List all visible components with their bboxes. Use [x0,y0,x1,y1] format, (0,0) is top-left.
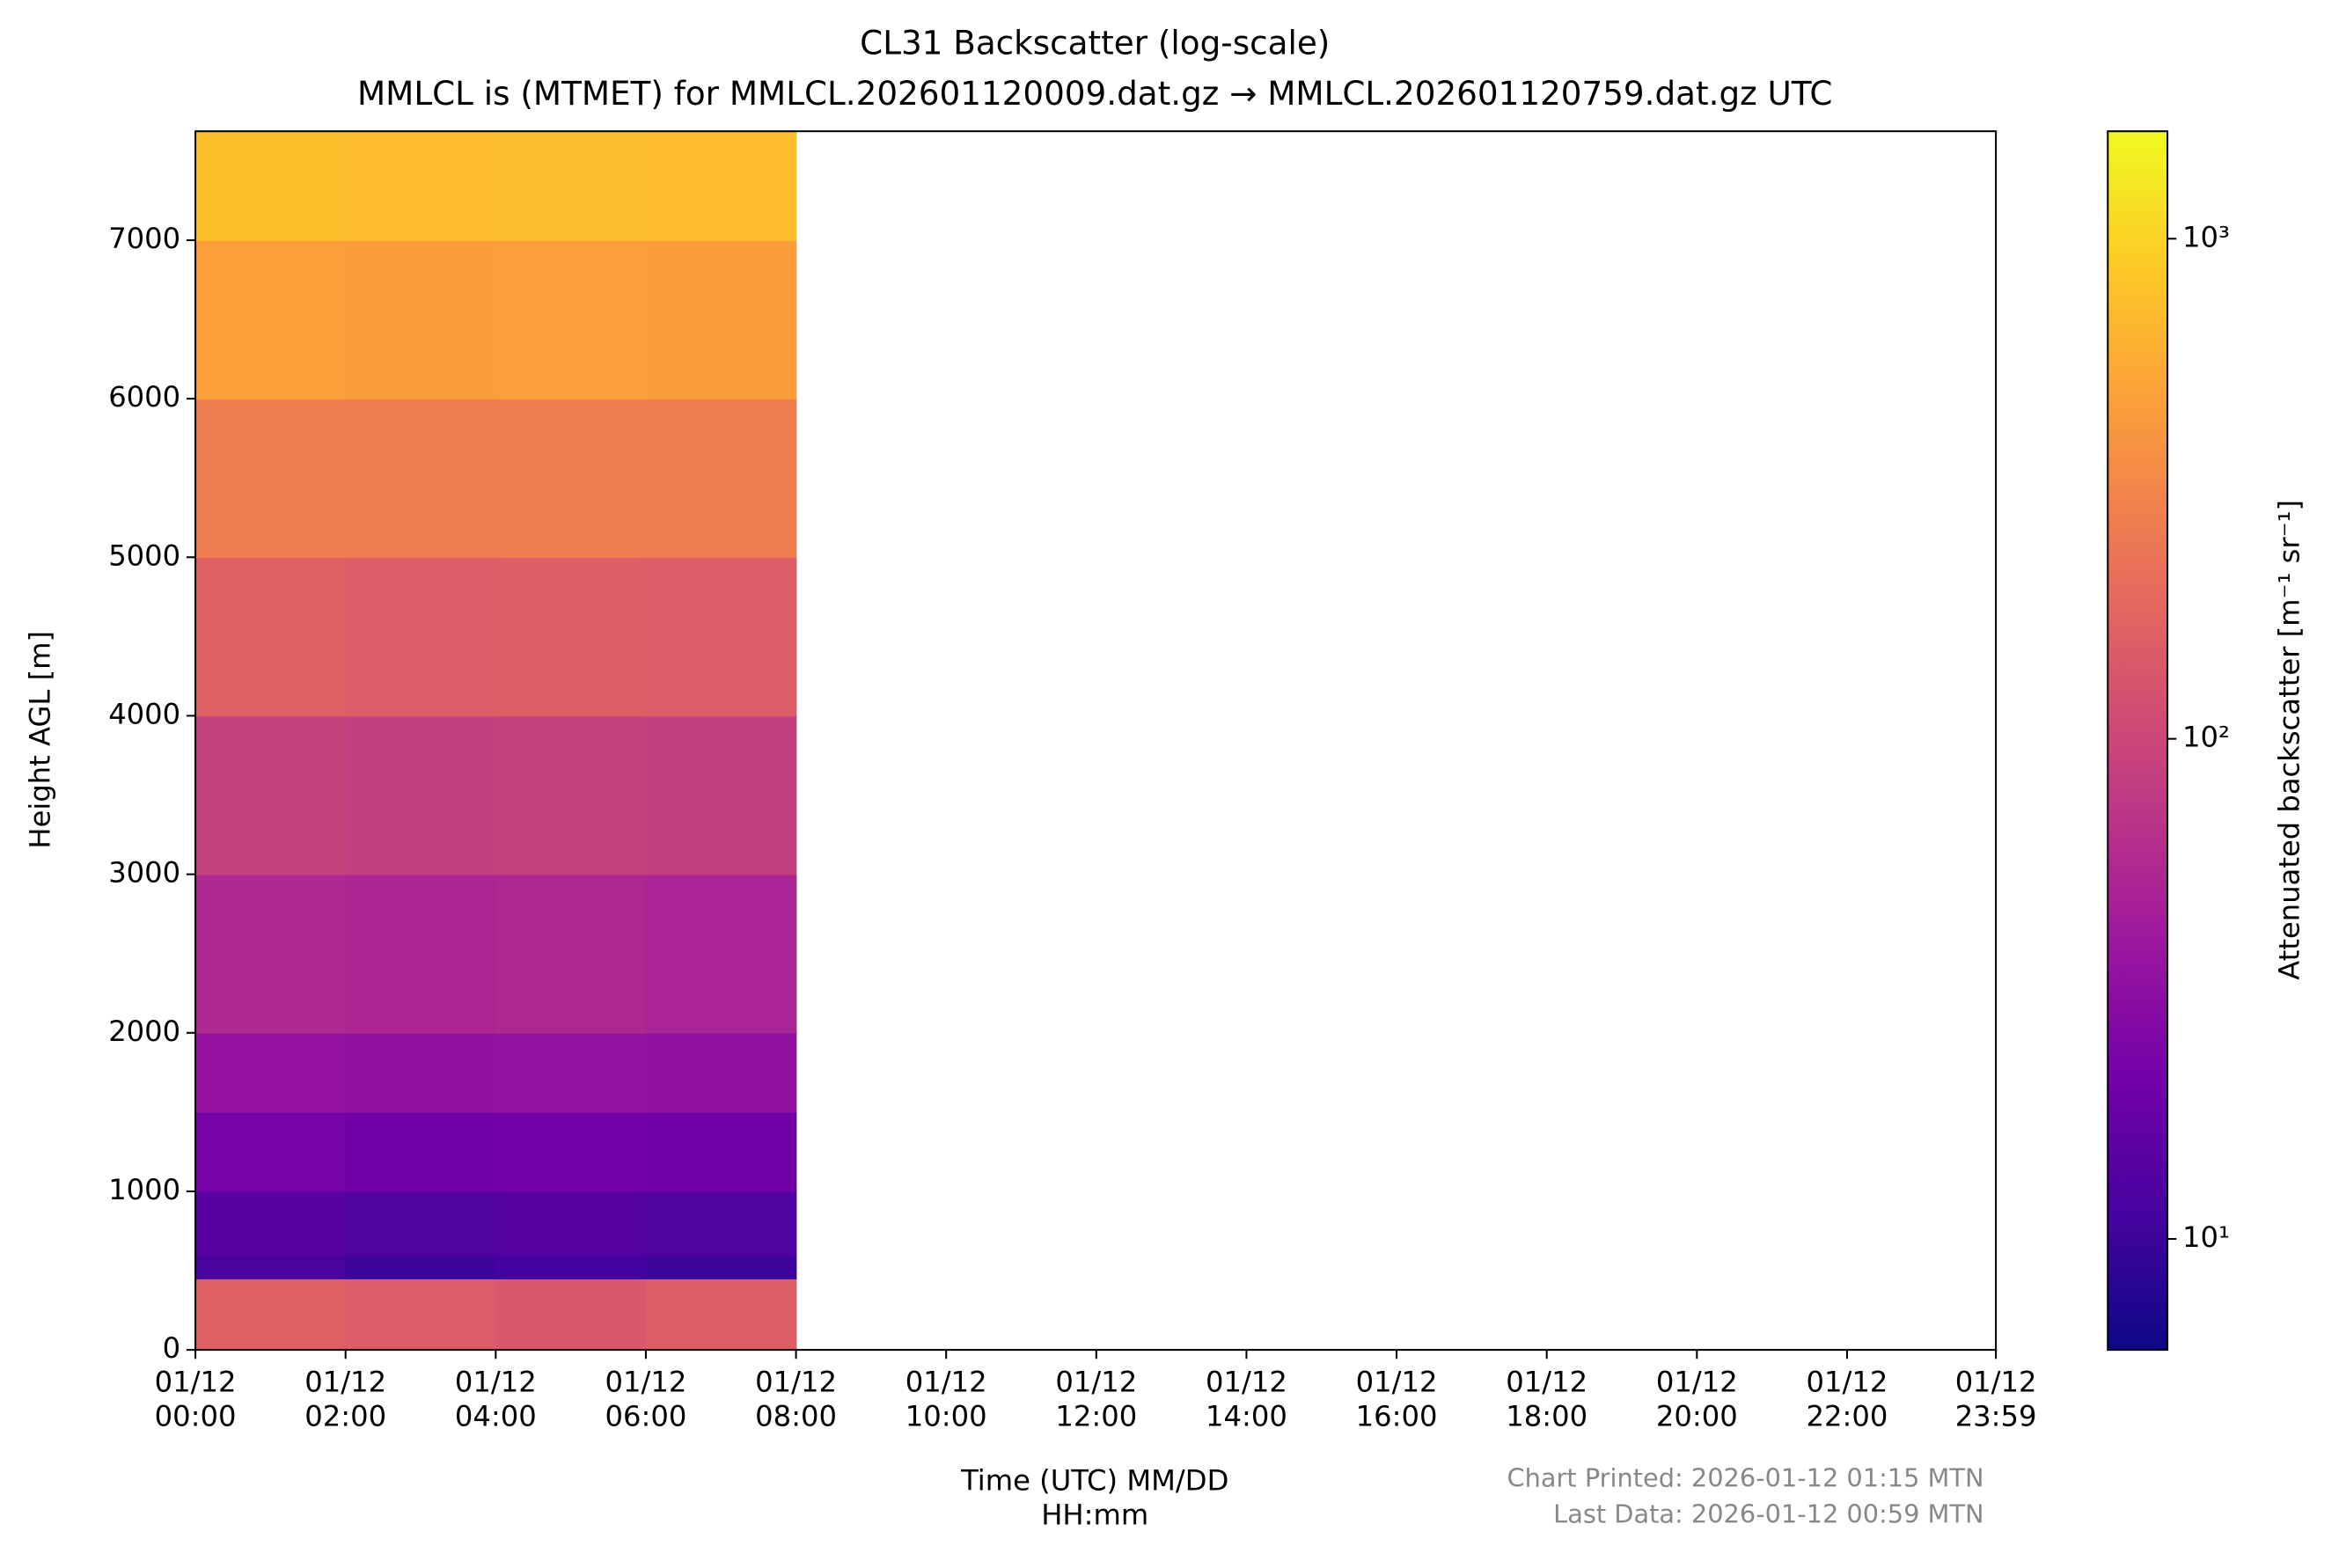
heatmap-cell [195,399,347,559]
chart-title: CL31 Backscatter (log-scale) [860,23,1330,62]
heatmap-cell [345,715,497,876]
heatmap-cell [195,1191,347,1256]
x-tick-label: 01/12 12:00 [1055,1366,1138,1434]
y-tick-label: 4000 [108,697,180,730]
footer-printed: Chart Printed: 2026-01-12 01:15 MTN [1507,1463,1984,1493]
x-tick-label: 01/12 16:00 [1355,1366,1438,1434]
heatmap-cell [645,1255,797,1279]
y-tick-label: 6000 [108,380,180,414]
heatmap-cell [345,1255,497,1279]
y-tick-label: 3000 [108,856,180,890]
y-tick-label: 7000 [108,222,180,255]
heatmap-cell [195,1032,347,1113]
heatmap-cell [345,399,497,559]
y-tick-label: 5000 [108,539,180,572]
colorbar-tick-label: 10¹ [2182,1220,2230,1254]
x-tick-label: 01/12 23:59 [1954,1366,2037,1434]
heatmap-cell [195,1279,347,1351]
heatmap-cell [645,715,797,876]
x-tick-label: 01/12 08:00 [755,1366,837,1434]
heatmap-cell [495,131,647,241]
heatmap-cell [345,1032,497,1113]
heatmap-cell [645,1191,797,1256]
heatmap-cell [345,874,497,1034]
heatmap-cell [645,557,797,717]
heatmap-cell [645,239,797,399]
heatmap-cell [495,1255,647,1279]
colorbar-tick-label: 10³ [2182,220,2230,253]
x-axis-label: Time (UTC) MM/DD HH:mm [961,1464,1229,1532]
heatmap-cell [495,239,647,399]
heatmap-cell [195,715,347,876]
heatmap-cell [345,1111,497,1192]
x-tick-label: 01/12 06:00 [605,1366,687,1434]
heatmap-cell [195,239,347,399]
colorbar-tick-label: 10² [2182,721,2230,754]
heatmap-cell [495,1279,647,1351]
heatmap-cell [495,399,647,559]
x-tick-label: 01/12 02:00 [304,1366,387,1434]
heatmap-cell [495,1191,647,1256]
y-tick-label: 0 [163,1331,180,1365]
x-tick-label: 01/12 14:00 [1206,1366,1287,1434]
heatmap-cell [495,715,647,876]
y-tick-label: 2000 [108,1015,180,1048]
heatmap-cell [495,1032,647,1113]
heatmap-cell [645,399,797,559]
footer-last-data: Last Data: 2026-01-12 00:59 MTN [1553,1498,1983,1528]
heatmap-cell [345,1191,497,1256]
y-axis-label: Height AGL [m] [23,631,56,849]
heatmap-cell [345,239,497,399]
x-tick-label: 01/12 10:00 [905,1366,987,1434]
heatmap-cell [195,874,347,1034]
x-tick-label: 01/12 00:00 [154,1366,237,1434]
heatmap-cell [345,131,497,241]
heatmap-cell [645,1032,797,1113]
y-tick-label: 1000 [108,1173,180,1206]
heatmap-cell [495,874,647,1034]
heatmap-cell [195,1111,347,1192]
chart-subtitle: MMLCL is (MTMET) for MMLCL.202601120009.… [357,74,1832,113]
x-tick-label: 01/12 18:00 [1506,1366,1588,1434]
colorbar-label: Attenuated backscatter [m⁻¹ sr⁻¹] [2273,500,2306,980]
heatmap-cell [195,131,347,241]
x-tick-label: 01/12 04:00 [454,1366,537,1434]
heatmap-cell [495,1111,647,1192]
heatmap-cell [345,557,497,717]
heatmap-cell [495,557,647,717]
heatmap-cell [195,1255,347,1279]
heatmap-cell [645,1111,797,1192]
x-tick-label: 01/12 20:00 [1655,1366,1738,1434]
heatmap-cell [645,131,797,241]
colorbar [2107,130,2169,1352]
heatmap-cell [195,557,347,717]
x-tick-label: 01/12 22:00 [1806,1366,1888,1434]
heatmap-cell [645,874,797,1034]
heatmap-cell [645,1279,797,1351]
heatmap-cell [345,1279,497,1351]
